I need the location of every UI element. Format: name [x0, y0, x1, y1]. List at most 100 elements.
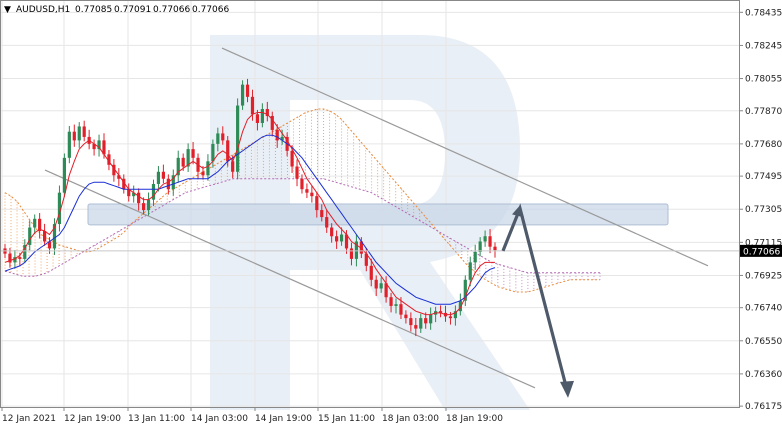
price-axis: 0.78435 0.78245 0.78055 0.77870 0.77680 0.774… — [739, 8, 782, 412]
candle-bull — [13, 257, 17, 263]
candle-bull — [280, 136, 284, 141]
plot-frame — [0, 0, 740, 408]
candle-bull — [463, 279, 467, 301]
candle-bear — [389, 297, 393, 306]
candle-bear — [221, 133, 225, 141]
candle-bull — [57, 192, 62, 225]
candle-bear — [335, 236, 339, 242]
price-tick-label: 0.78435 — [745, 8, 782, 18]
candle-bull — [77, 126, 81, 141]
candle-bear — [122, 178, 126, 190]
candle-bull — [156, 171, 161, 184]
price-tick-label: 0.76550 — [745, 337, 782, 347]
candle-bear — [117, 175, 121, 179]
senkou-span-a — [4, 108, 600, 293]
price-tick-label: 0.77680 — [745, 140, 782, 150]
candle-bear — [300, 178, 304, 190]
candle-bear — [448, 316, 453, 319]
candle-bear — [305, 189, 309, 193]
price-tick-label: 0.77870 — [745, 107, 782, 117]
open-value: 0.77085 — [75, 5, 112, 15]
price-tick-label: 0.76925 — [745, 271, 782, 281]
candle-bear — [231, 161, 235, 172]
price-tick-label: 0.76175 — [745, 402, 782, 412]
time-tick-label: 14 Jan 19:00 — [255, 414, 312, 424]
candle-bear — [38, 218, 42, 232]
price-tick-label: 0.76740 — [745, 304, 782, 314]
candle-bear — [270, 116, 274, 130]
candle-bear — [226, 140, 230, 162]
time-tick-label: 12 Jan 2021 — [2, 414, 56, 424]
candle-bull — [33, 218, 37, 228]
candle-bear — [18, 257, 22, 259]
candle-bear — [359, 241, 363, 254]
menu-glyph[interactable]: ▼ — [4, 5, 11, 15]
candle-bull — [52, 224, 57, 249]
candle-bull — [236, 105, 240, 172]
ichimoku-cloud — [4, 108, 601, 293]
current-price-tag — [740, 244, 782, 257]
candle-bear — [92, 143, 96, 150]
candle-bull — [473, 251, 477, 263]
kijun-sen-line — [4, 134, 496, 305]
chart-header: ▼ AUDUSD,H1 0.77085 0.77091 0.77066 0.77… — [4, 5, 229, 15]
candlesticks — [3, 78, 497, 337]
channel-lower-line — [44, 169, 536, 389]
candle-bull — [453, 311, 458, 319]
candle-bull — [28, 227, 32, 245]
candle-bull — [394, 304, 398, 306]
candle-bull — [132, 192, 136, 197]
candle-bull — [419, 318, 423, 329]
candle-bear — [374, 279, 378, 289]
candle-bull — [429, 314, 433, 324]
price-tick-label: 0.77495 — [745, 172, 782, 182]
candle-bull — [339, 234, 344, 242]
candle-bull — [468, 262, 472, 280]
candle-bear — [102, 140, 106, 155]
price-tick-label: 0.78245 — [745, 41, 782, 51]
candle-bear — [82, 126, 86, 137]
candle-bear — [166, 178, 170, 190]
candle-bear — [349, 248, 354, 259]
candle-bull — [23, 244, 27, 259]
candle-bull — [379, 283, 383, 289]
candle-bear — [295, 166, 299, 179]
candle-bear — [438, 311, 443, 313]
candle-bear — [364, 253, 368, 266]
candle-bear — [255, 114, 260, 123]
candle-bear — [275, 129, 279, 141]
candle-bear — [112, 164, 116, 176]
candle-bear — [409, 318, 413, 326]
candle-bull — [211, 143, 215, 162]
candle-bear — [201, 171, 205, 176]
candle-bear — [42, 231, 47, 242]
time-tick-label: 13 Jan 11:00 — [128, 414, 185, 424]
forecast-arrow — [501, 203, 574, 398]
candle-bear — [344, 234, 349, 249]
grid — [0, 1, 739, 407]
candle-bear — [107, 154, 111, 165]
forecast-arrow-up-head — [512, 205, 524, 218]
trend-channel — [44, 47, 709, 389]
candle-bear — [320, 210, 324, 218]
candle-bear — [315, 196, 319, 211]
resistance-zone — [87, 203, 669, 226]
candle-bull — [186, 149, 190, 167]
candle-bear — [191, 149, 195, 158]
time-tick-label: 18 Jan 03:00 — [382, 414, 439, 424]
candle-bear — [181, 157, 185, 167]
candle-bear — [127, 189, 131, 197]
price-tick-label: 0.77115 — [745, 238, 782, 248]
price-tick-label: 0.77305 — [745, 205, 782, 215]
candle-bear — [47, 241, 52, 249]
high-value: 0.77091 — [114, 5, 151, 15]
candle-bear — [290, 150, 294, 167]
candle-bear — [245, 84, 250, 97]
low-value: 0.77066 — [153, 5, 190, 15]
candle-bull — [478, 241, 482, 252]
current-price-label: 0.77066 — [743, 247, 780, 257]
candle-bear — [404, 314, 408, 319]
candle-bear — [141, 203, 146, 211]
